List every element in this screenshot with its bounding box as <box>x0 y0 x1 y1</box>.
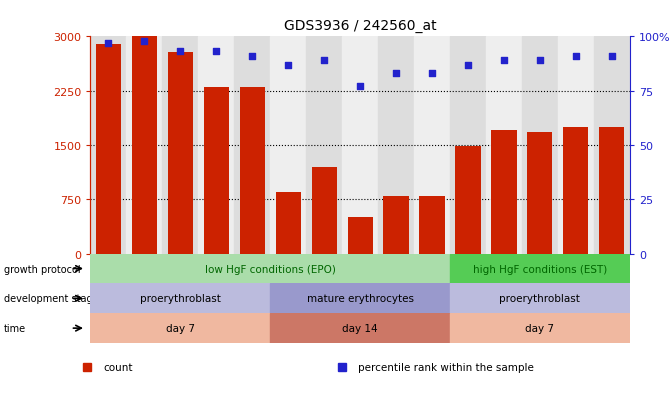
Bar <box>563 128 588 254</box>
Text: proerythroblast: proerythroblast <box>499 294 580 304</box>
Bar <box>348 218 373 254</box>
Bar <box>491 131 517 254</box>
Point <box>606 53 617 60</box>
Text: mature erythrocytes: mature erythrocytes <box>307 294 413 304</box>
Bar <box>342 37 378 254</box>
Point <box>247 53 258 60</box>
Text: growth protocol: growth protocol <box>3 264 80 274</box>
Bar <box>270 37 306 254</box>
Point <box>427 71 438 77</box>
Bar <box>204 88 229 254</box>
Point <box>319 58 330 64</box>
Text: high HgF conditions (EST): high HgF conditions (EST) <box>473 264 607 274</box>
Text: day 7: day 7 <box>525 323 554 333</box>
Bar <box>419 196 445 254</box>
Bar <box>450 284 630 313</box>
Bar <box>599 128 624 254</box>
Bar <box>306 37 342 254</box>
Bar <box>234 37 270 254</box>
Bar <box>275 192 301 254</box>
Bar <box>383 196 409 254</box>
Bar <box>414 37 450 254</box>
Bar <box>96 45 121 254</box>
Bar <box>168 53 193 254</box>
Bar <box>450 37 486 254</box>
Point <box>211 49 222 56</box>
Point <box>498 58 509 64</box>
Bar <box>90 37 127 254</box>
Bar <box>378 37 414 254</box>
Bar <box>456 147 480 254</box>
Bar <box>594 37 630 254</box>
Bar <box>450 254 630 284</box>
Point <box>355 84 366 90</box>
Point <box>571 53 582 60</box>
Bar <box>90 254 450 284</box>
Bar <box>198 37 234 254</box>
Text: day 14: day 14 <box>342 323 378 333</box>
Text: percentile rank within the sample: percentile rank within the sample <box>358 362 535 372</box>
Bar <box>132 37 157 254</box>
Bar <box>558 37 594 254</box>
Point <box>283 62 293 69</box>
Bar <box>527 133 553 254</box>
Bar <box>90 313 270 343</box>
Text: low HgF conditions (EPO): low HgF conditions (EPO) <box>205 264 336 274</box>
Text: time: time <box>3 323 25 333</box>
Bar <box>450 313 630 343</box>
Point <box>175 49 186 56</box>
Text: development stage: development stage <box>3 294 98 304</box>
Point <box>535 58 545 64</box>
Point <box>391 71 401 77</box>
Bar <box>270 284 450 313</box>
Point <box>139 38 150 45</box>
Bar <box>240 88 265 254</box>
Title: GDS3936 / 242560_at: GDS3936 / 242560_at <box>284 19 436 33</box>
Text: day 7: day 7 <box>166 323 195 333</box>
Point <box>103 40 114 47</box>
Bar <box>522 37 558 254</box>
Text: count: count <box>104 362 133 372</box>
Bar <box>486 37 522 254</box>
Point <box>463 62 474 69</box>
Text: proerythroblast: proerythroblast <box>140 294 221 304</box>
Bar <box>270 313 450 343</box>
Bar <box>162 37 198 254</box>
Bar <box>90 284 270 313</box>
Bar <box>127 37 162 254</box>
Bar <box>312 167 337 254</box>
